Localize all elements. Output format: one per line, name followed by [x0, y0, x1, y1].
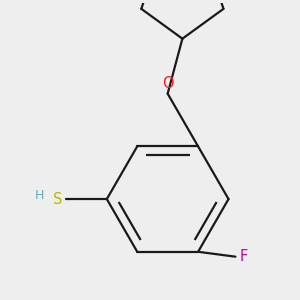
Text: O: O	[162, 76, 173, 91]
Text: S: S	[53, 192, 63, 207]
Text: F: F	[239, 249, 247, 264]
Text: H: H	[34, 189, 44, 202]
